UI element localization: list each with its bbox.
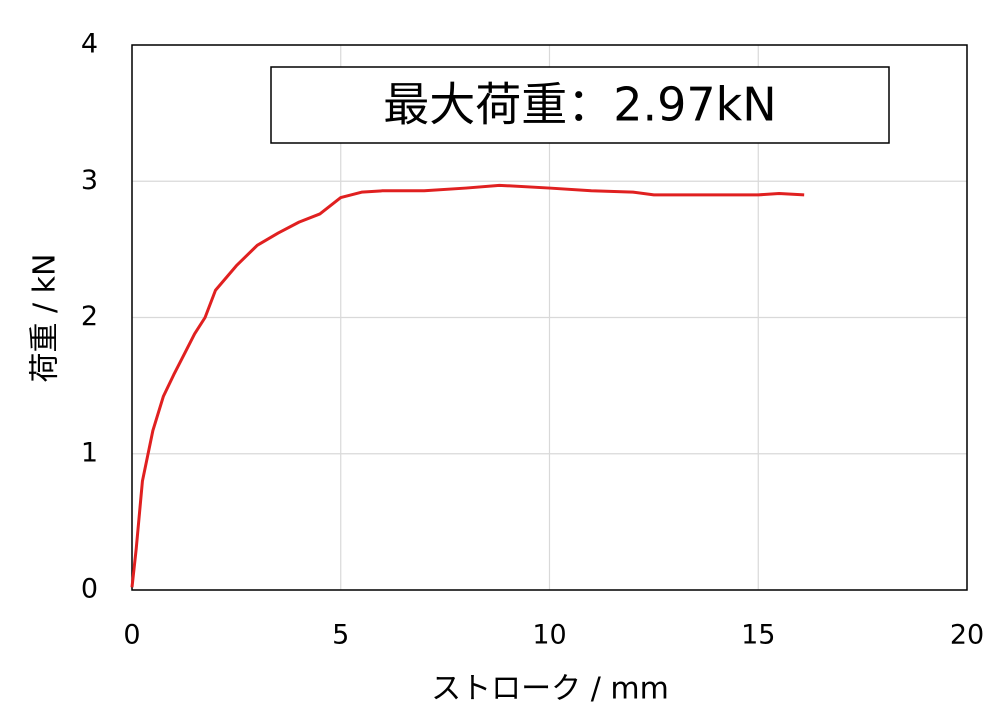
y-tick-label: 4	[81, 29, 98, 60]
x-tick-label: 0	[123, 620, 140, 651]
y-tick-label: 1	[81, 437, 98, 468]
x-tick-label: 10	[532, 620, 566, 651]
plot-frame	[131, 44, 968, 591]
y-axis-label: 荷重 / kN	[28, 254, 63, 383]
x-tick-label: 15	[741, 620, 775, 651]
annotation: 最大荷重：2.97kN	[383, 78, 776, 132]
annotation-box	[270, 66, 890, 144]
x-tick-label: 5	[332, 620, 349, 651]
y-tick-label: 0	[81, 574, 98, 605]
x-tick-label: 20	[950, 620, 984, 651]
y-tick-label: 3	[81, 165, 98, 196]
data-line	[130, 183, 805, 588]
x-axis-label: ストローク / mm	[431, 672, 669, 707]
y-tick-label: 2	[81, 301, 98, 332]
